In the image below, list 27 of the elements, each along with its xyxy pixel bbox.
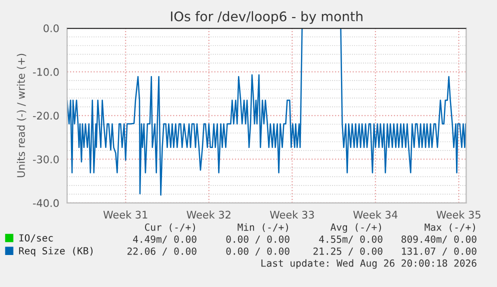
text: 4.55m/ 0.00 (319, 235, 382, 244)
text: 809.40m/ 0.00 (402, 235, 476, 244)
text: 131.07 / 0.00 (402, 247, 476, 256)
text: 0.00 / 0.00 (226, 247, 290, 256)
text: Min (-/+) (238, 223, 288, 232)
y-tick-label: -30.0 (33, 155, 59, 164)
text: 0.00 / 0.00 (226, 235, 290, 244)
y-tick-label: -20.0 (33, 112, 59, 120)
x-tick-label: Week 33 (270, 210, 314, 219)
text: Cur (-/+) (144, 223, 195, 232)
y-axis-title: Units read (-) / write (+) (16, 54, 26, 178)
x-tick-label: Week 31 (103, 210, 148, 219)
text: Last update: Wed Aug 26 20:00:18 2026 (261, 259, 476, 269)
x-tick-label: Week 32 (186, 210, 230, 219)
text: 4.49m/ 0.00 (133, 235, 196, 244)
text: 22.06 / 0.00 (127, 247, 196, 256)
chart-title: IOs for /dev/loop6 - by month (171, 11, 362, 24)
legend-label: IO/sec (19, 234, 53, 242)
text: 21.25 / 0.00 (313, 247, 382, 256)
y-tick-label: -10.0 (33, 68, 59, 76)
x-tick-label: Week 34 (353, 210, 398, 219)
text: Avg (-/+) (330, 223, 381, 233)
x-tick-label: Week 35 (436, 210, 480, 219)
legend-label: Req Size (KB) (19, 246, 93, 256)
y-tick-label: -40.0 (33, 199, 59, 208)
text: Max (-/+) (424, 223, 475, 232)
y-tick-label: 0.0 (44, 24, 59, 32)
